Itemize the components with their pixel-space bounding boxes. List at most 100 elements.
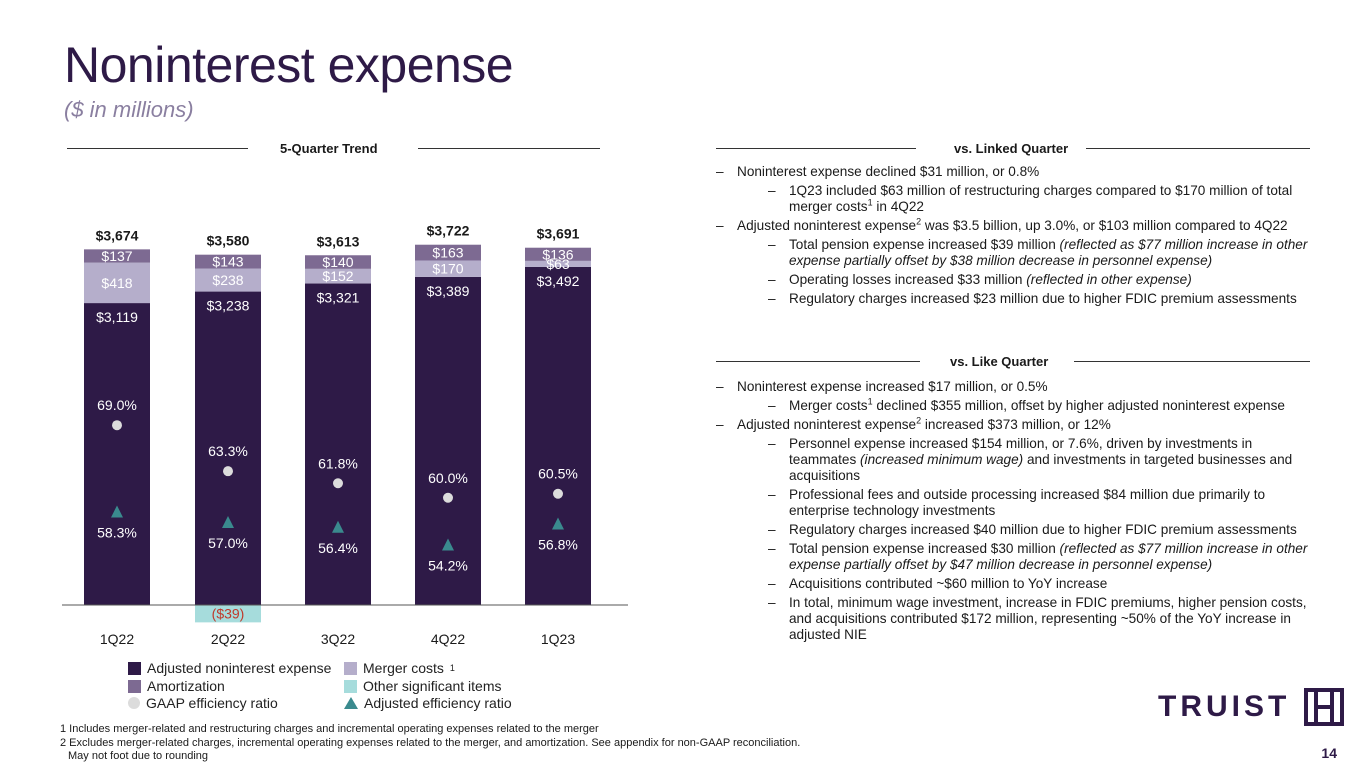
bullet-text-part: Operating losses increased $33 million: [789, 272, 1027, 287]
like-bullet-8: – In total, minimum wage investment, incr…: [768, 595, 1316, 643]
gaap-ratio-label-1Q23: 60.5%: [538, 466, 578, 482]
bar-adjusted-1Q22: [84, 303, 150, 605]
label-total-2Q22: $3,580: [207, 233, 250, 249]
logo-wordmark: TRUIST: [1158, 690, 1291, 723]
legend-adjusted-swatch: [128, 661, 141, 675]
like-section-header: vs. Like Quarter: [950, 354, 1049, 369]
adjusted-ratio-label-2Q22: 57.0%: [208, 535, 248, 551]
linked-header-rule-left: [716, 148, 916, 149]
bullet-text-part: (reflected in other expense): [1026, 272, 1192, 287]
footnote-ref: 2: [916, 216, 922, 227]
bullet-text: Regulatory charges increased $40 million…: [768, 522, 1316, 538]
linked-bullet-5: – Regulatory charges increased $23 millio…: [768, 291, 1316, 307]
bullet-text: Adjusted noninterest expense2 was $3.5 b…: [716, 216, 1316, 234]
bullet-text: Noninterest expense increased $17 millio…: [716, 379, 1316, 395]
label-adjusted-1Q22: $3,119: [96, 309, 138, 325]
bar-amortization-3Q22: [305, 255, 371, 269]
bar-adjusted-2Q22: [195, 291, 261, 605]
legend-other-label: Other significant items: [363, 678, 502, 694]
bullet-text-part: Acquisitions contributed ~$60 million to…: [789, 576, 1108, 591]
bullet-text-part: Regulatory charges increased $40 million…: [789, 522, 1297, 537]
bar-amortization-1Q23: [525, 247, 591, 261]
legend-merger-swatch: [344, 661, 357, 675]
bullet-dash: –: [768, 595, 776, 610]
bullet-dash: –: [768, 541, 776, 556]
label-total-3Q22: $3,613: [317, 233, 360, 249]
linked-bullet-4: – Operating losses increased $33 million …: [768, 272, 1316, 288]
bar-other-2Q22: [195, 605, 261, 623]
like-bullet-0: – Noninterest expense increased $17 milli…: [716, 379, 1316, 395]
tick-label-1Q22: 1Q22: [100, 631, 134, 647]
linked-section-header: vs. Linked Quarter: [954, 141, 1069, 156]
bullet-text: Regulatory charges increased $23 million…: [768, 291, 1316, 307]
bullet-text: Acquisitions contributed ~$60 million to…: [768, 576, 1316, 592]
label-merger-1Q22: $418: [101, 275, 132, 291]
truist-logo: TRUIST: [1158, 688, 1345, 726]
page-title: Noninterest expense: [64, 37, 514, 93]
linked-header-rule-right: [1086, 148, 1310, 149]
bullet-text-part: and investments in targeted businesses a…: [789, 452, 1293, 483]
bullet-text-part: Noninterest expense increased $17 millio…: [737, 379, 1048, 394]
legend-gaap: GAAP efficiency ratio: [128, 695, 278, 711]
bullet-text-part: Personnel expense increased $154 million…: [789, 436, 1253, 467]
adjusted-ratio-point-1Q23: [552, 517, 564, 530]
label-merger-4Q22: $170: [432, 261, 463, 277]
bullet-text: Personnel expense increased $154 million…: [768, 436, 1316, 484]
bullet-text-part: Adjusted noninterest expense: [737, 218, 917, 233]
label-merger-1Q23: $63: [546, 256, 570, 272]
label-amortization-1Q22: $137: [101, 248, 132, 264]
bullet-text: Professional fees and outside processing…: [768, 487, 1316, 519]
adjusted-ratio-label-1Q22: 58.3%: [97, 524, 137, 540]
bar-merger-3Q22: [305, 268, 371, 284]
adjusted-ratio-point-4Q22: [442, 538, 454, 551]
label-total-1Q22: $3,674: [96, 227, 139, 243]
bullet-dash: –: [768, 487, 776, 502]
linked-bullet-2: – Adjusted noninterest expense2 was $3.5 …: [716, 216, 1316, 234]
label-total-4Q22: $3,722: [427, 223, 470, 239]
gaap-ratio-point-1Q22: [112, 420, 122, 431]
bullet-text: Merger costs1 declined $355 million, off…: [768, 397, 1316, 414]
tick-label-3Q22: 3Q22: [321, 631, 355, 647]
legend-adjusted-ratio-label: Adjusted efficiency ratio: [364, 695, 512, 711]
like-bullet-3: – Personnel expense increased $154 millio…: [768, 436, 1316, 484]
legend-merger-label: Merger costs: [363, 660, 444, 676]
bullet-dash: –: [768, 576, 776, 591]
legend-other-swatch: [344, 679, 357, 693]
bullet-text-part: was $3.5 billion, up 3.0%, or $103 milli…: [921, 218, 1288, 233]
bullet-dash: –: [768, 272, 776, 287]
bullet-text-part: Regulatory charges increased $23 million…: [789, 291, 1297, 306]
bullet-text-part: Merger costs: [789, 398, 868, 413]
legend-gaap-circle-icon: [128, 697, 140, 709]
like-bullet-4: – Professional fees and outside processin…: [768, 487, 1316, 519]
bullet-dash: –: [768, 436, 776, 451]
gaap-ratio-point-3Q22: [333, 478, 343, 489]
bullet-dash: –: [716, 218, 724, 233]
legend-adjusted-label: Adjusted noninterest expense: [147, 660, 332, 676]
bullet-text-part: (increased minimum wage): [860, 452, 1024, 467]
bullet-text-part: increased $373 million, or 12%: [921, 417, 1111, 432]
label-adjusted-4Q22: $3,389: [427, 283, 470, 299]
label-amortization-2Q22: $143: [212, 254, 243, 270]
bullet-text: Total pension expense increased $30 mill…: [768, 541, 1316, 573]
bar-adjusted-4Q22: [415, 276, 481, 605]
left-header-rule-left: [67, 148, 248, 149]
like-bullet-5: – Regulatory charges increased $40 millio…: [768, 522, 1316, 538]
like-bullet-2: – Adjusted noninterest expense2 increased…: [716, 416, 1316, 433]
bullet-text: 1Q23 included $63 million of restructuri…: [768, 183, 1316, 215]
gaap-ratio-point-1Q23: [553, 488, 563, 499]
label-amortization-3Q22: $140: [322, 254, 353, 270]
like-bullet-7: – Acquisitions contributed ~$60 million t…: [768, 576, 1316, 592]
bar-merger-1Q22: [84, 262, 150, 304]
page-subtitle: ($ in millions): [64, 97, 194, 122]
like-header-rule-left: [716, 361, 920, 362]
gaap-ratio-label-1Q22: 69.0%: [97, 397, 137, 413]
tick-label-1Q23: 1Q23: [541, 631, 575, 647]
gaap-ratio-label-3Q22: 61.8%: [318, 455, 358, 471]
tick-label-4Q22: 4Q22: [431, 631, 465, 647]
gaap-ratio-label-4Q22: 60.0%: [428, 470, 468, 486]
bullet-text: Noninterest expense declined $31 million…: [716, 164, 1316, 180]
bullet-text-part: Adjusted noninterest expense: [737, 417, 917, 432]
bullet-dash: –: [768, 522, 776, 537]
bullet-text-part: in 4Q22: [872, 199, 924, 214]
bar-amortization-1Q22: [84, 249, 150, 263]
